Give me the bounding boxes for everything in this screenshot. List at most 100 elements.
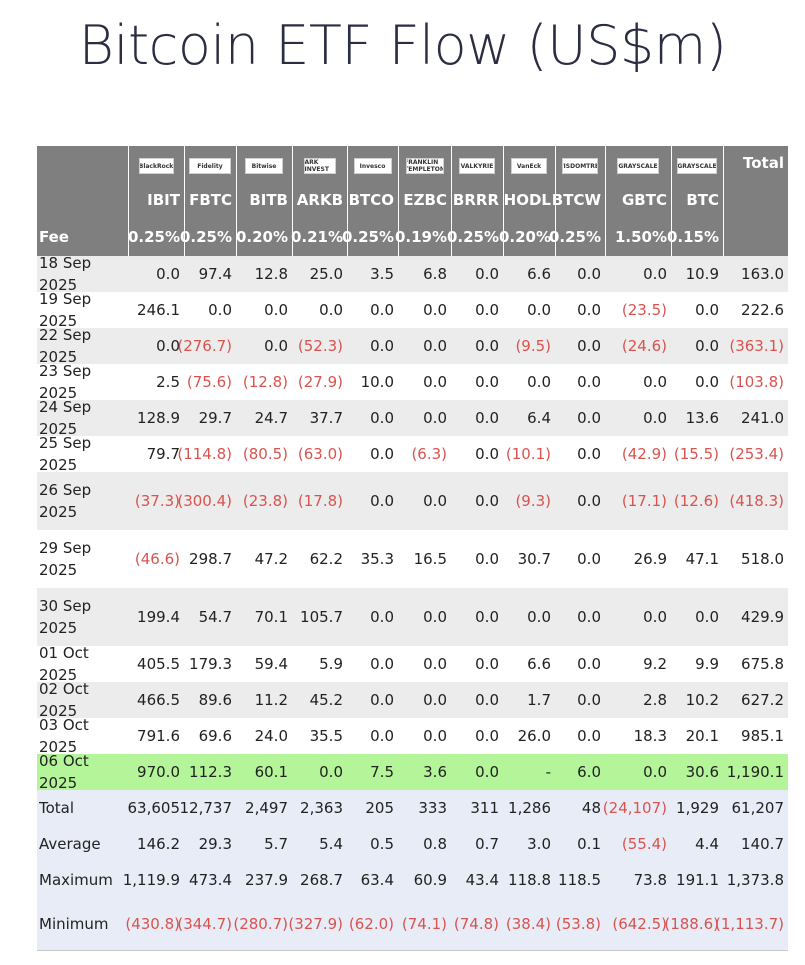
flow-value: 0.0 bbox=[695, 608, 719, 626]
summary-row-maximum: Maximum 1,119.9 473.4 237.9 268.7 63.4 60.9 43.… bbox=[37, 862, 788, 898]
flow-value: 18.3 bbox=[633, 727, 667, 745]
flow-value: 0.0 bbox=[370, 655, 394, 673]
summary-value: 60.9 bbox=[413, 871, 447, 889]
flow-value: 0.0 bbox=[370, 727, 394, 745]
table-row: 25 Sep 2025 79.7 (114.8) (80.5) (63.0) 0.0 (6.… bbox=[37, 434, 788, 474]
column-divider bbox=[605, 182, 606, 218]
flow-value: 627.2 bbox=[741, 691, 784, 709]
column-divider bbox=[555, 182, 556, 218]
flow-value: (46.6) bbox=[134, 550, 180, 568]
date-cell: 19 Sep 2025 bbox=[39, 290, 92, 330]
column-divider bbox=[671, 218, 672, 256]
flow-value: 10.0 bbox=[360, 373, 394, 391]
flow-value: 222.6 bbox=[741, 301, 784, 319]
flow-value: 0.0 bbox=[577, 373, 601, 391]
column-divider bbox=[184, 182, 185, 218]
flow-value: (24.6) bbox=[621, 337, 667, 355]
flow-value: 10.2 bbox=[685, 691, 719, 709]
date-cell: 06 Oct 2025 bbox=[39, 752, 89, 792]
fee-value: 0.20% bbox=[235, 228, 288, 246]
date-cell: 22 Sep 2025 bbox=[39, 326, 92, 366]
flow-value: 35.3 bbox=[360, 550, 394, 568]
logo-header-row: BlackRock Fidelity Bitwise ARK INVEST Invesc… bbox=[37, 146, 788, 182]
flow-value: (27.9) bbox=[297, 373, 343, 391]
flow-value: 6.6 bbox=[527, 265, 551, 283]
summary-value: 333 bbox=[418, 799, 447, 817]
summary-value: 237.9 bbox=[245, 871, 288, 889]
column-divider bbox=[292, 182, 293, 218]
flow-value: 45.2 bbox=[309, 691, 343, 709]
flow-value: 0.0 bbox=[475, 409, 499, 427]
table-row: 30 Sep 2025 199.4 54.7 70.1 105.7 0.0 0.0 0.0 0.… bbox=[37, 588, 788, 646]
flow-value: 246.1 bbox=[137, 301, 180, 319]
flow-value: (418.3) bbox=[729, 492, 784, 510]
flow-value: 0.0 bbox=[475, 337, 499, 355]
flow-value: 105.7 bbox=[300, 608, 343, 626]
summary-value: 1,119.9 bbox=[122, 871, 180, 889]
date-cell: 01 Oct 2025 bbox=[39, 644, 89, 684]
ticker-arkb: ARKB bbox=[296, 191, 343, 209]
date-cell: 23 Sep 2025 bbox=[39, 362, 92, 402]
summary-value: 5.7 bbox=[264, 835, 288, 853]
franklin-templeton-logo: FRANKLIN TEMPLETON bbox=[405, 158, 444, 174]
summary-value: 43.4 bbox=[465, 871, 499, 889]
summary-value: (344.7) bbox=[177, 915, 232, 933]
flow-value: (17.8) bbox=[297, 492, 343, 510]
fee-value: 0.15% bbox=[666, 228, 719, 246]
flow-value: 0.0 bbox=[643, 373, 667, 391]
summary-value: 5.4 bbox=[319, 835, 343, 853]
table-row: 18 Sep 2025 0.0 97.4 12.8 25.0 3.5 6.8 0.0 6.6 0.… bbox=[37, 254, 788, 294]
ticker-btco: BTCO bbox=[348, 191, 394, 209]
flow-value: 6.8 bbox=[423, 265, 447, 283]
flow-value: 128.9 bbox=[137, 409, 180, 427]
summary-value: 3.0 bbox=[527, 835, 551, 853]
flow-value: 25.0 bbox=[309, 265, 343, 283]
column-divider bbox=[503, 146, 504, 182]
fee-value: 0.19% bbox=[394, 228, 447, 246]
flow-value: 298.7 bbox=[189, 550, 232, 568]
ark-invest-logo: ARK INVEST bbox=[303, 158, 336, 174]
flow-value: 47.2 bbox=[254, 550, 288, 568]
date-cell: 29 Sep 2025 bbox=[39, 539, 92, 579]
summary-label: Maximum bbox=[39, 871, 113, 889]
flow-value: 985.1 bbox=[741, 727, 784, 745]
flow-value: 163.0 bbox=[741, 265, 784, 283]
flow-value: 0.0 bbox=[577, 608, 601, 626]
flow-value: 199.4 bbox=[137, 608, 180, 626]
grayscale-logo: GRAYSCALE bbox=[617, 158, 659, 174]
flow-value: 0.0 bbox=[643, 409, 667, 427]
ticker-gbtc: GBTC bbox=[622, 191, 667, 209]
fee-value: 0.25% bbox=[179, 228, 232, 246]
flow-value: 16.5 bbox=[413, 550, 447, 568]
invesco-logo: Invesco bbox=[353, 158, 392, 174]
flow-value: 20.1 bbox=[685, 727, 719, 745]
summary-value: 2,497 bbox=[245, 799, 288, 817]
flow-value: (42.9) bbox=[621, 445, 667, 463]
page-title: Bitcoin ETF Flow (US$m) bbox=[78, 14, 727, 77]
flow-value: 9.9 bbox=[695, 655, 719, 673]
flow-value: 0.0 bbox=[264, 337, 288, 355]
flow-value: 429.9 bbox=[741, 608, 784, 626]
column-divider bbox=[347, 146, 348, 182]
flow-value: 0.0 bbox=[475, 691, 499, 709]
fee-value: 0.25% bbox=[446, 228, 499, 246]
flow-value: 0.0 bbox=[423, 409, 447, 427]
column-divider bbox=[605, 146, 606, 182]
table-row: 26 Sep 2025 (37.3) (300.4) (23.8) (17.8) 0.0 0… bbox=[37, 472, 788, 530]
flow-value: 7.5 bbox=[370, 763, 394, 781]
summary-value: 4.4 bbox=[695, 835, 719, 853]
table-row: 03 Oct 2025 791.6 69.6 24.0 35.5 0.0 0.0 0.0 26.… bbox=[37, 716, 788, 756]
flow-value: 12.8 bbox=[254, 265, 288, 283]
flow-value: 2.5 bbox=[156, 373, 180, 391]
flow-value: 0.0 bbox=[475, 727, 499, 745]
flow-value: 0.0 bbox=[695, 373, 719, 391]
flow-value: 0.0 bbox=[577, 265, 601, 283]
flow-value: 466.5 bbox=[137, 691, 180, 709]
flow-value: (52.3) bbox=[297, 337, 343, 355]
flow-value: 0.0 bbox=[370, 608, 394, 626]
grayscale-mini-logo: GRAYSCALE bbox=[677, 158, 717, 174]
flow-value: 0.0 bbox=[527, 608, 551, 626]
summary-value: (24,107) bbox=[602, 799, 667, 817]
date-cell: 26 Sep 2025 bbox=[39, 481, 92, 521]
flow-value: 0.0 bbox=[643, 608, 667, 626]
